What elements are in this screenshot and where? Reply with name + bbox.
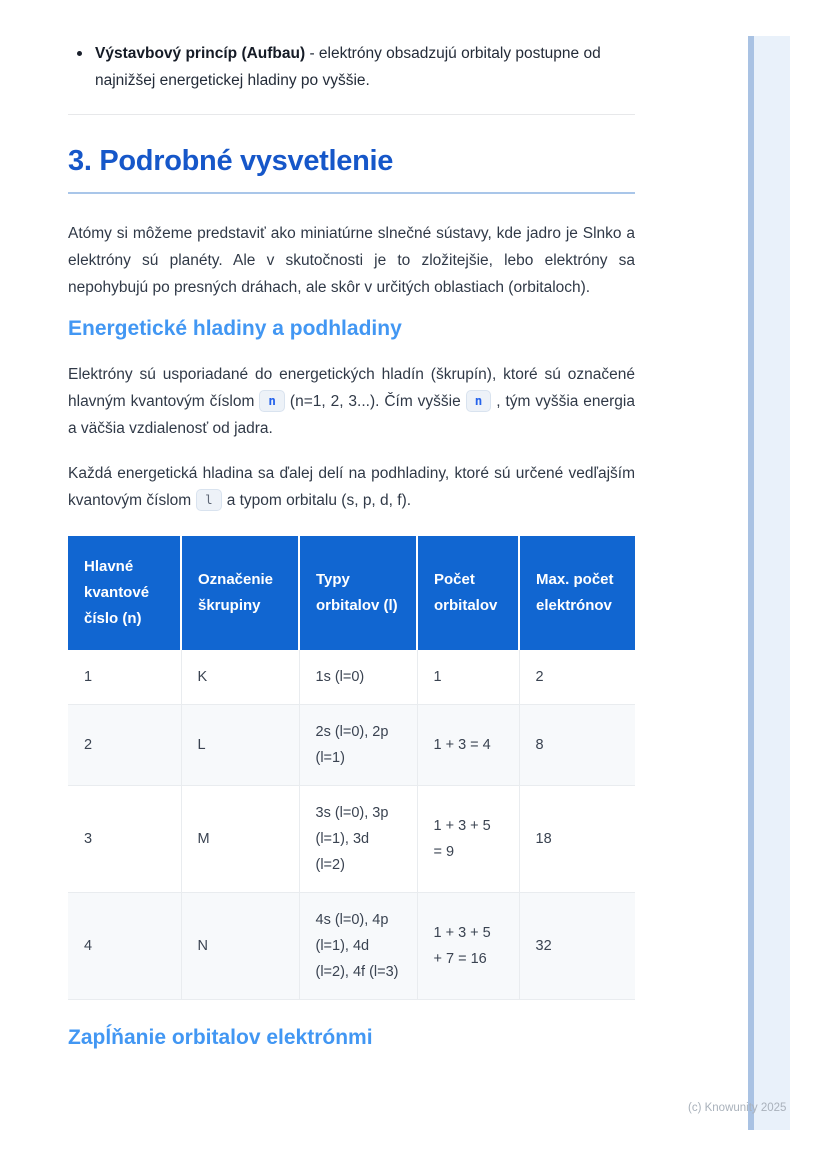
- bullet-list-item: Výstavbový princíp (Aufbau) - elektróny …: [68, 40, 635, 94]
- table-header-cell: Označenie škrupiny: [181, 536, 300, 650]
- table-cell: 3: [68, 785, 182, 893]
- table-cell: N: [181, 892, 300, 1000]
- table-cell: 1s (l=0): [299, 650, 418, 705]
- table-cell: 2: [68, 704, 182, 786]
- table-cell: 4: [68, 892, 182, 1000]
- copyright-note: (c) Knowunity 2025: [688, 1102, 787, 1114]
- page-title: 3. Podrobné vysvetlenie: [68, 145, 635, 194]
- table-cell: M: [181, 785, 300, 893]
- page-edge-panel: [754, 36, 790, 1130]
- paragraph-text: Každá energetická hladina sa ďalej delí …: [68, 465, 635, 509]
- inline-code-l: l: [196, 489, 222, 511]
- table-header-cell: Hlavné kvantové číslo (n): [68, 536, 182, 650]
- paragraph-text: , tým vyššia energia a väčšia vzdialenos…: [68, 393, 635, 437]
- table-row: 3 M 3s (l=0), 3p (l=1), 3d (l=2) 1 + 3 +…: [68, 785, 635, 893]
- inline-code-n: n: [465, 390, 492, 412]
- table-row: 1 K 1s (l=0) 1 2: [68, 650, 635, 705]
- section-divider: [68, 114, 635, 115]
- table-cell: 3s (l=0), 3p (l=1), 3d (l=2): [299, 785, 418, 893]
- table-header-cell: Typy orbitalov (l): [299, 536, 418, 650]
- shells-table: Hlavné kvantové číslo (n) Označenie škru…: [68, 536, 635, 1000]
- table-cell: 1 + 3 + 5 + 7 = 16: [417, 892, 520, 1000]
- table-row: 4 N 4s (l=0), 4p (l=1), 4d (l=2), 4f (l=…: [68, 892, 635, 1000]
- bullet-bold-text: Výstavbový princíp (Aufbau): [95, 45, 306, 62]
- table-cell: 1: [417, 650, 520, 705]
- table-cell: 1: [68, 650, 182, 705]
- levels-paragraph-2: Každá energetická hladina sa ďalej delí …: [68, 460, 635, 514]
- table-cell: 32: [519, 892, 635, 1000]
- bullet-text: - elektróny obsadzujú orbitaly postupne …: [95, 45, 601, 89]
- paragraph-text: (n=1, 2, 3...). Čím vyššie: [289, 393, 461, 410]
- table-header-cell: Max. počet elektrónov: [519, 536, 635, 650]
- table-cell: 18: [519, 785, 635, 893]
- bullet-marker-icon: [77, 51, 82, 56]
- table-cell: 1 + 3 = 4: [417, 704, 520, 786]
- paragraph-text: Elektróny sú usporiadané do energetickýc…: [68, 366, 635, 410]
- section-title-levels: Energetické hladiny a podhladiny: [68, 317, 402, 340]
- table-row: 2 L 2s (l=0), 2p (l=1) 1 + 3 = 4 8: [68, 704, 635, 786]
- intro-paragraph: Atómy si môžeme predstaviť ako miniatúrn…: [68, 225, 635, 296]
- levels-paragraph-1: Elektróny sú usporiadané do energetickýc…: [68, 361, 635, 442]
- table-cell: L: [181, 704, 300, 786]
- table-cell: 2: [519, 650, 635, 705]
- inline-code-n: n: [259, 390, 285, 412]
- table-cell: 8: [519, 704, 635, 786]
- section-title-filling: Zapĺňanie orbitalov elektrónmi: [68, 1026, 373, 1049]
- document-content: Výstavbový princíp (Aufbau) - elektróny …: [68, 0, 635, 1050]
- table-header-cell: Počet orbitalov: [417, 536, 520, 650]
- table-header-row: Hlavné kvantové číslo (n) Označenie škru…: [68, 536, 635, 650]
- table-cell: 1 + 3 + 5 = 9: [417, 785, 520, 893]
- table-cell: 2s (l=0), 2p (l=1): [299, 704, 418, 786]
- table-cell: 4s (l=0), 4p (l=1), 4d (l=2), 4f (l=3): [299, 892, 418, 1000]
- paragraph-text: a typom orbitalu (s, p, d, f).: [226, 492, 412, 509]
- table-cell: K: [181, 650, 300, 705]
- table-body: 1 K 1s (l=0) 1 2 2 L 2s (l=0), 2p (l=1) …: [68, 650, 635, 1000]
- table-header: Hlavné kvantové číslo (n) Označenie škru…: [68, 536, 635, 650]
- page-edge-accent-line: [748, 36, 754, 1130]
